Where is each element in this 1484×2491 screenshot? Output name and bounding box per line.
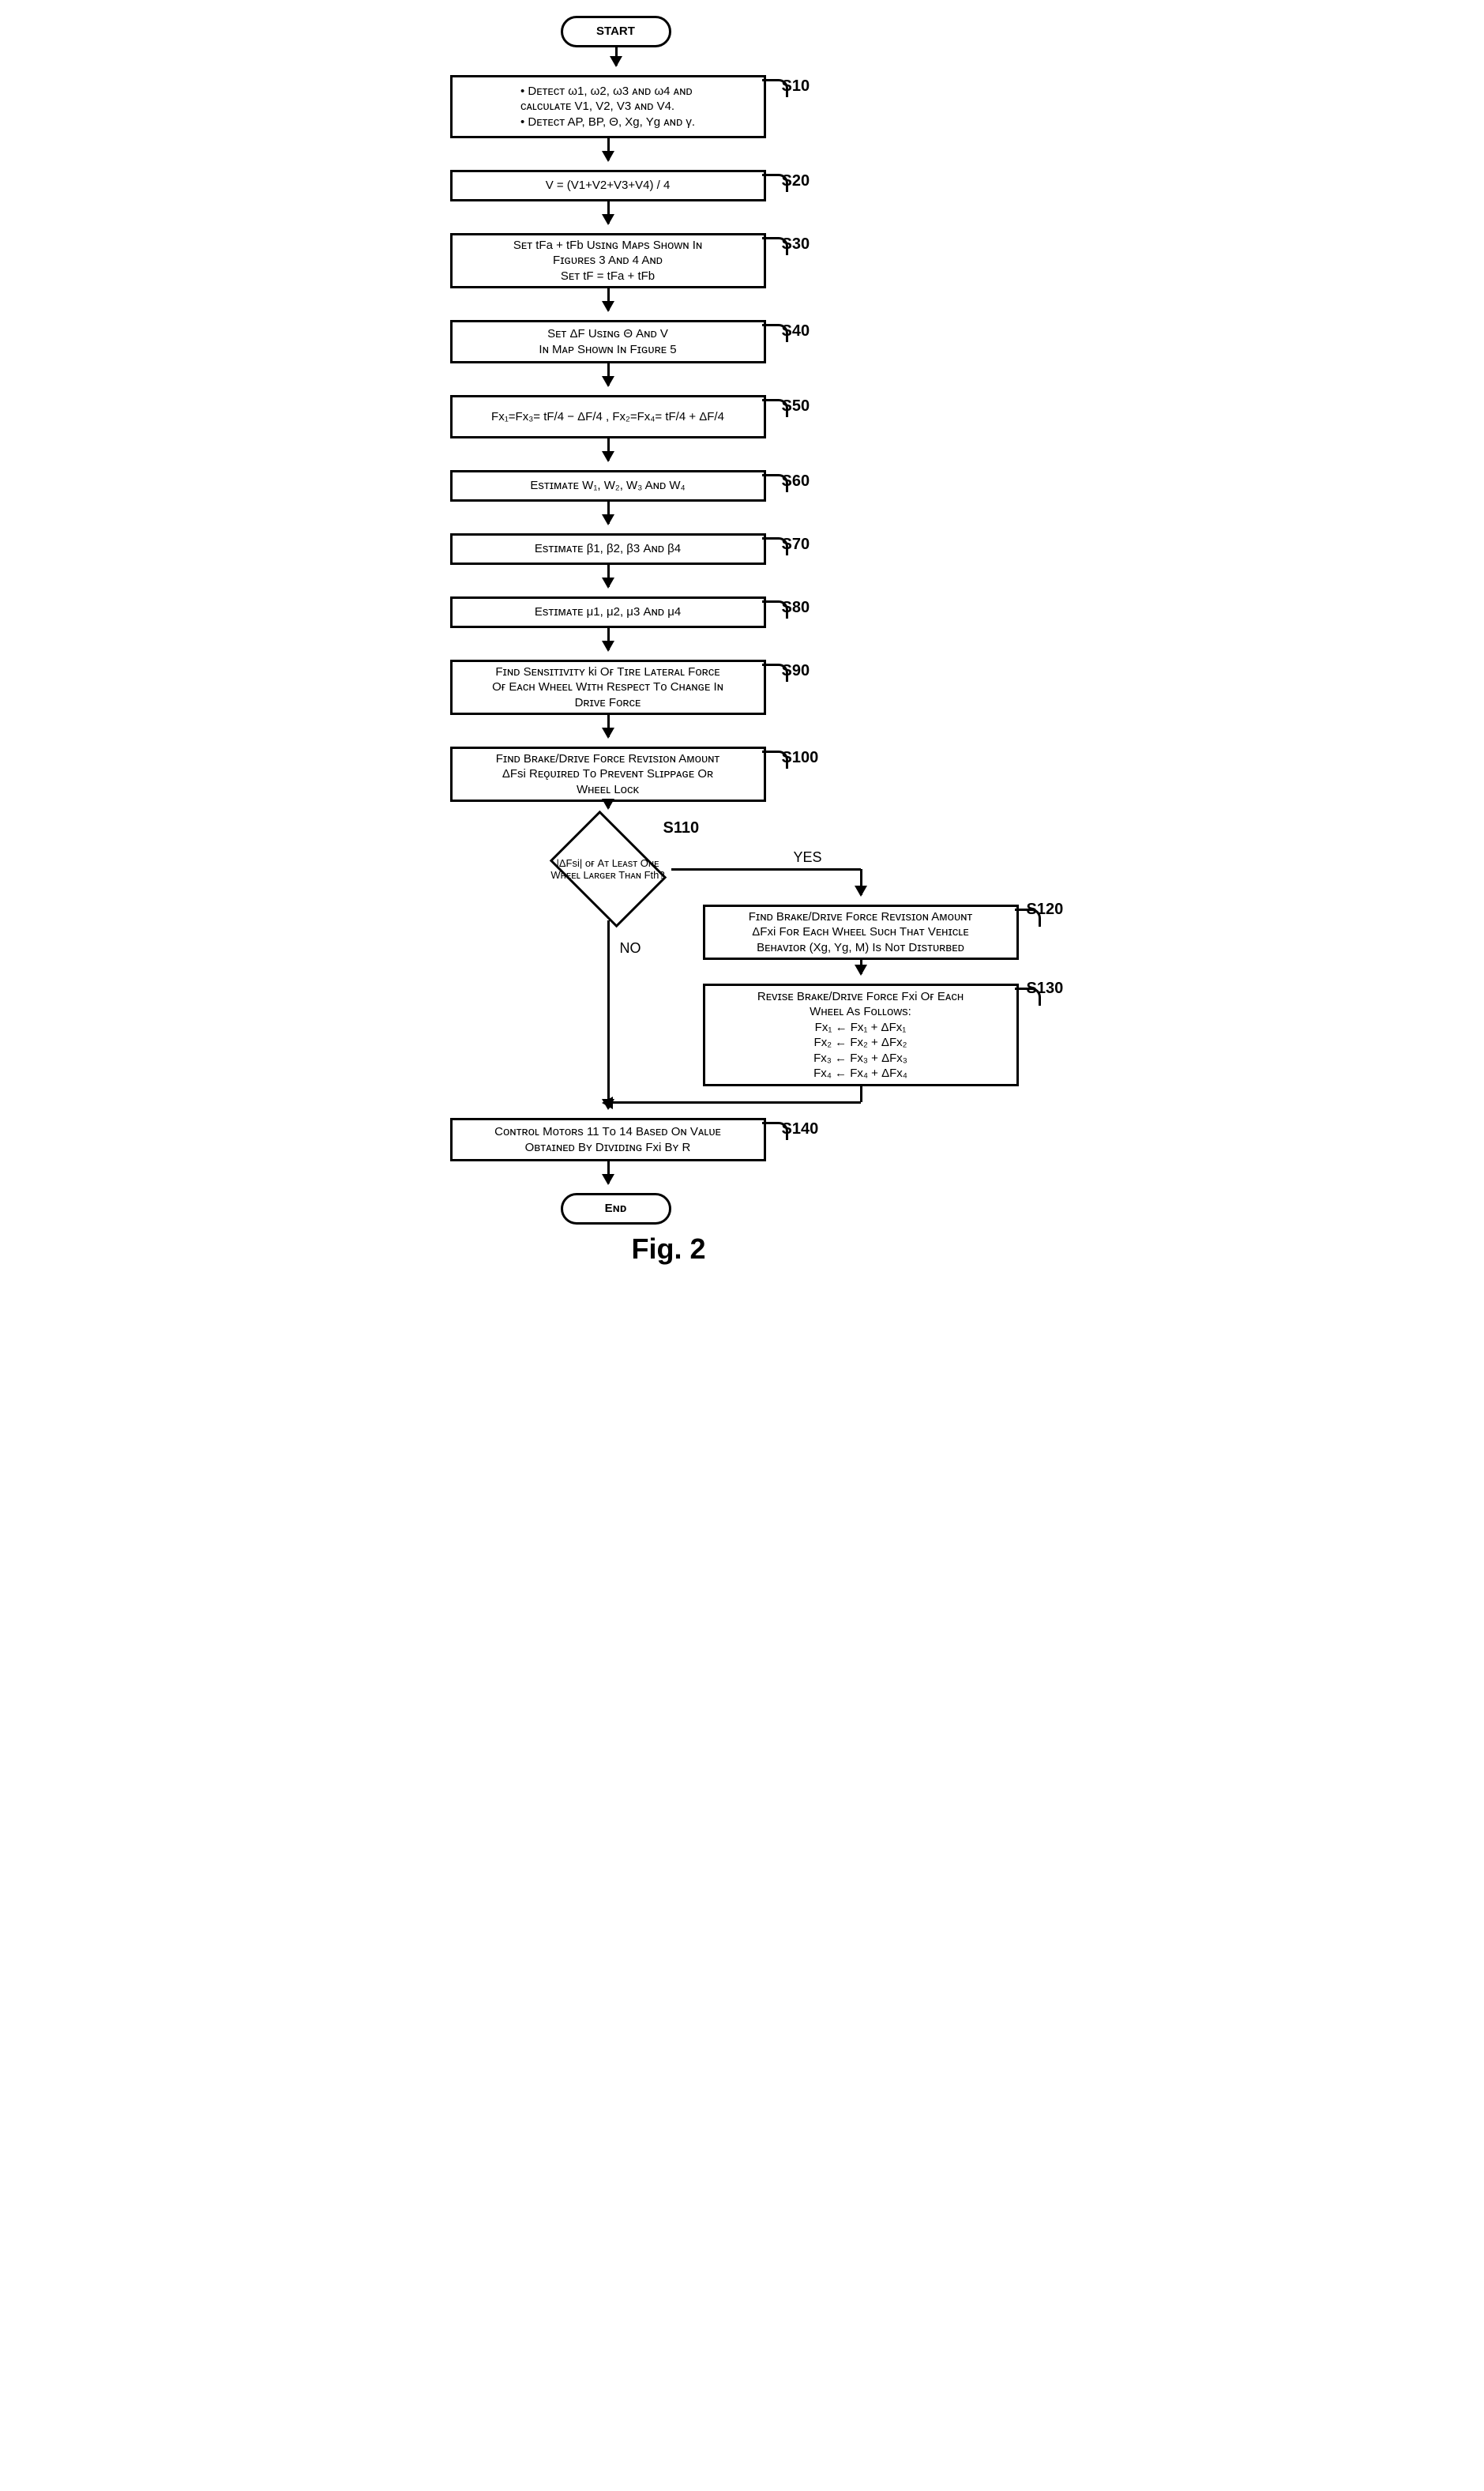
step-label-s130: S130 — [1027, 980, 1064, 998]
step-label-s120: S120 — [1027, 901, 1064, 919]
flow-node-s10: • Dᴇᴛᴇᴄᴛ ω1, ω2, ω3 ᴀɴᴅ ω4 ᴀɴᴅ ᴄᴀʟᴄᴜʟᴀᴛᴇ… — [450, 75, 766, 138]
decision-yes: YES — [794, 849, 822, 866]
arrow — [607, 438, 610, 461]
node-text: • Dᴇᴛᴇᴄᴛ ω1, ω2, ω3 ᴀɴᴅ ω4 ᴀɴᴅ ᴄᴀʟᴄᴜʟᴀᴛᴇ… — [520, 84, 695, 130]
arrow — [607, 288, 610, 310]
node-text: Esᴛɪᴍᴀᴛᴇ β1, β2, β3 Aɴᴅ β4 — [535, 541, 681, 557]
line — [671, 868, 861, 871]
flow-node-end: Eɴᴅ — [561, 1193, 671, 1225]
line — [860, 1086, 862, 1102]
step-label-s60: S60 — [782, 472, 810, 491]
node-text: Esᴛɪᴍᴀᴛᴇ μ1, μ2, μ3 Aɴᴅ μ4 — [535, 604, 681, 620]
arrow — [607, 502, 610, 524]
flow-node-s120: Fɪɴᴅ Bʀᴀᴋᴇ/Dʀɪᴠᴇ Fᴏʀᴄᴇ Rᴇᴠɪsɪᴏɴ AᴍᴏᴜɴᴛΔF… — [703, 905, 1019, 960]
flow-node-s50: Fx₁=Fx₃= tF/4 − ΔF/4 , Fx₂=Fx₄= tF/4 + Δ… — [450, 395, 766, 438]
node-text: Fɪɴᴅ Bʀᴀᴋᴇ/Dʀɪᴠᴇ Fᴏʀᴄᴇ Rᴇᴠɪsɪᴏɴ AᴍᴏᴜɴᴛΔF… — [496, 751, 720, 798]
step-label-s90: S90 — [782, 662, 810, 680]
step-label-s110: S110 — [663, 819, 700, 837]
flow-node-s110: |ΔFsi| ᴏғ Aᴛ Lᴇᴀsᴛ OɴᴇWʜᴇᴇʟ Lᴀʀɢᴇʀ Tʜᴀɴ … — [561, 833, 656, 905]
line — [608, 1101, 861, 1104]
flow-node-s40: Sᴇᴛ ΔF Usɪɴɢ Θ Aɴᴅ VIɴ Mᴀᴘ Sʜᴏᴡɴ Iɴ Fɪɢᴜ… — [450, 320, 766, 363]
node-text: Fx₁=Fx₃= tF/4 − ΔF/4 , Fx₂=Fx₄= tF/4 + Δ… — [491, 409, 724, 425]
step-label-s30: S30 — [782, 235, 810, 254]
node-text: Sᴇᴛ tFa + tFb Usɪɴɢ Mᴀᴘs Sʜᴏᴡɴ IɴFɪɢᴜʀᴇs… — [513, 238, 702, 284]
flow-node-start: START — [561, 16, 671, 47]
node-text: Esᴛɪᴍᴀᴛᴇ W₁, W₂, W₃ Aɴᴅ W₄ — [530, 478, 685, 494]
node-text: Cᴏɴᴛʀᴏʟ Mᴏᴛᴏʀs 11 Tᴏ 14 Bᴀsᴇᴅ Oɴ VᴀʟᴜᴇOʙ… — [494, 1124, 721, 1155]
arrow — [860, 960, 862, 974]
arrow — [607, 363, 610, 386]
step-label-s40: S40 — [782, 322, 810, 341]
arrow — [607, 201, 610, 224]
arrow — [615, 47, 618, 66]
flow-node-s30: Sᴇᴛ tFa + tFb Usɪɴɢ Mᴀᴘs Sʜᴏᴡɴ IɴFɪɢᴜʀᴇs… — [450, 233, 766, 288]
arrow — [607, 1161, 610, 1183]
step-label-s10: S10 — [782, 77, 810, 96]
node-text: Fɪɴᴅ Sᴇɴsɪᴛɪᴠɪᴛʏ ki Oғ Tɪʀᴇ Lᴀᴛᴇʀᴀʟ Fᴏʀᴄ… — [492, 664, 723, 711]
arrow — [607, 565, 610, 587]
flow-node-s80: Esᴛɪᴍᴀᴛᴇ μ1, μ2, μ3 Aɴᴅ μ4 — [450, 596, 766, 628]
arrow — [607, 138, 610, 160]
step-label-s70: S70 — [782, 536, 810, 554]
step-label-s50: S50 — [782, 397, 810, 416]
step-label-s20: S20 — [782, 172, 810, 190]
arrow — [607, 715, 610, 737]
flow-node-s90: Fɪɴᴅ Sᴇɴsɪᴛɪᴠɪᴛʏ ki Oғ Tɪʀᴇ Lᴀᴛᴇʀᴀʟ Fᴏʀᴄ… — [450, 660, 766, 715]
node-text: Eɴᴅ — [605, 1201, 627, 1217]
decision-no: NO — [620, 940, 641, 957]
arrow — [607, 1102, 610, 1108]
flow-node-s100: Fɪɴᴅ Bʀᴀᴋᴇ/Dʀɪᴠᴇ Fᴏʀᴄᴇ Rᴇᴠɪsɪᴏɴ AᴍᴏᴜɴᴛΔF… — [450, 747, 766, 802]
step-label-s140: S140 — [782, 1120, 819, 1138]
arrow — [860, 869, 862, 895]
arrow — [607, 628, 610, 650]
flow-node-s140: Cᴏɴᴛʀᴏʟ Mᴏᴛᴏʀs 11 Tᴏ 14 Bᴀsᴇᴅ Oɴ VᴀʟᴜᴇOʙ… — [450, 1118, 766, 1161]
node-text: START — [596, 24, 635, 40]
flow-node-s130: Rᴇᴠɪsᴇ Bʀᴀᴋᴇ/Dʀɪᴠᴇ Fᴏʀᴄᴇ Fxi Oғ EᴀᴄʜWʜᴇᴇ… — [703, 984, 1019, 1086]
node-text: |ΔFsi| ᴏғ Aᴛ Lᴇᴀsᴛ OɴᴇWʜᴇᴇʟ Lᴀʀɢᴇʀ Tʜᴀɴ … — [529, 857, 687, 881]
step-label-s80: S80 — [782, 599, 810, 617]
arrow — [607, 802, 610, 808]
flow-node-s20: V = (V1+V2+V3+V4) / 4 — [450, 170, 766, 201]
step-label-s100: S100 — [782, 749, 819, 767]
flow-node-s70: Esᴛɪᴍᴀᴛᴇ β1, β2, β3 Aɴᴅ β4 — [450, 533, 766, 565]
figure-title: Fig. 2 — [632, 1232, 706, 1266]
line — [607, 920, 610, 1106]
node-text: Fɪɴᴅ Bʀᴀᴋᴇ/Dʀɪᴠᴇ Fᴏʀᴄᴇ Rᴇᴠɪsɪᴏɴ AᴍᴏᴜɴᴛΔF… — [749, 909, 973, 956]
node-text: V = (V1+V2+V3+V4) / 4 — [546, 178, 671, 194]
node-text: Rᴇᴠɪsᴇ Bʀᴀᴋᴇ/Dʀɪᴠᴇ Fᴏʀᴄᴇ Fxi Oғ EᴀᴄʜWʜᴇᴇ… — [757, 989, 964, 1082]
flow-node-s60: Esᴛɪᴍᴀᴛᴇ W₁, W₂, W₃ Aɴᴅ W₄ — [450, 470, 766, 502]
node-text: Sᴇᴛ ΔF Usɪɴɢ Θ Aɴᴅ VIɴ Mᴀᴘ Sʜᴏᴡɴ Iɴ Fɪɢᴜ… — [539, 326, 676, 357]
